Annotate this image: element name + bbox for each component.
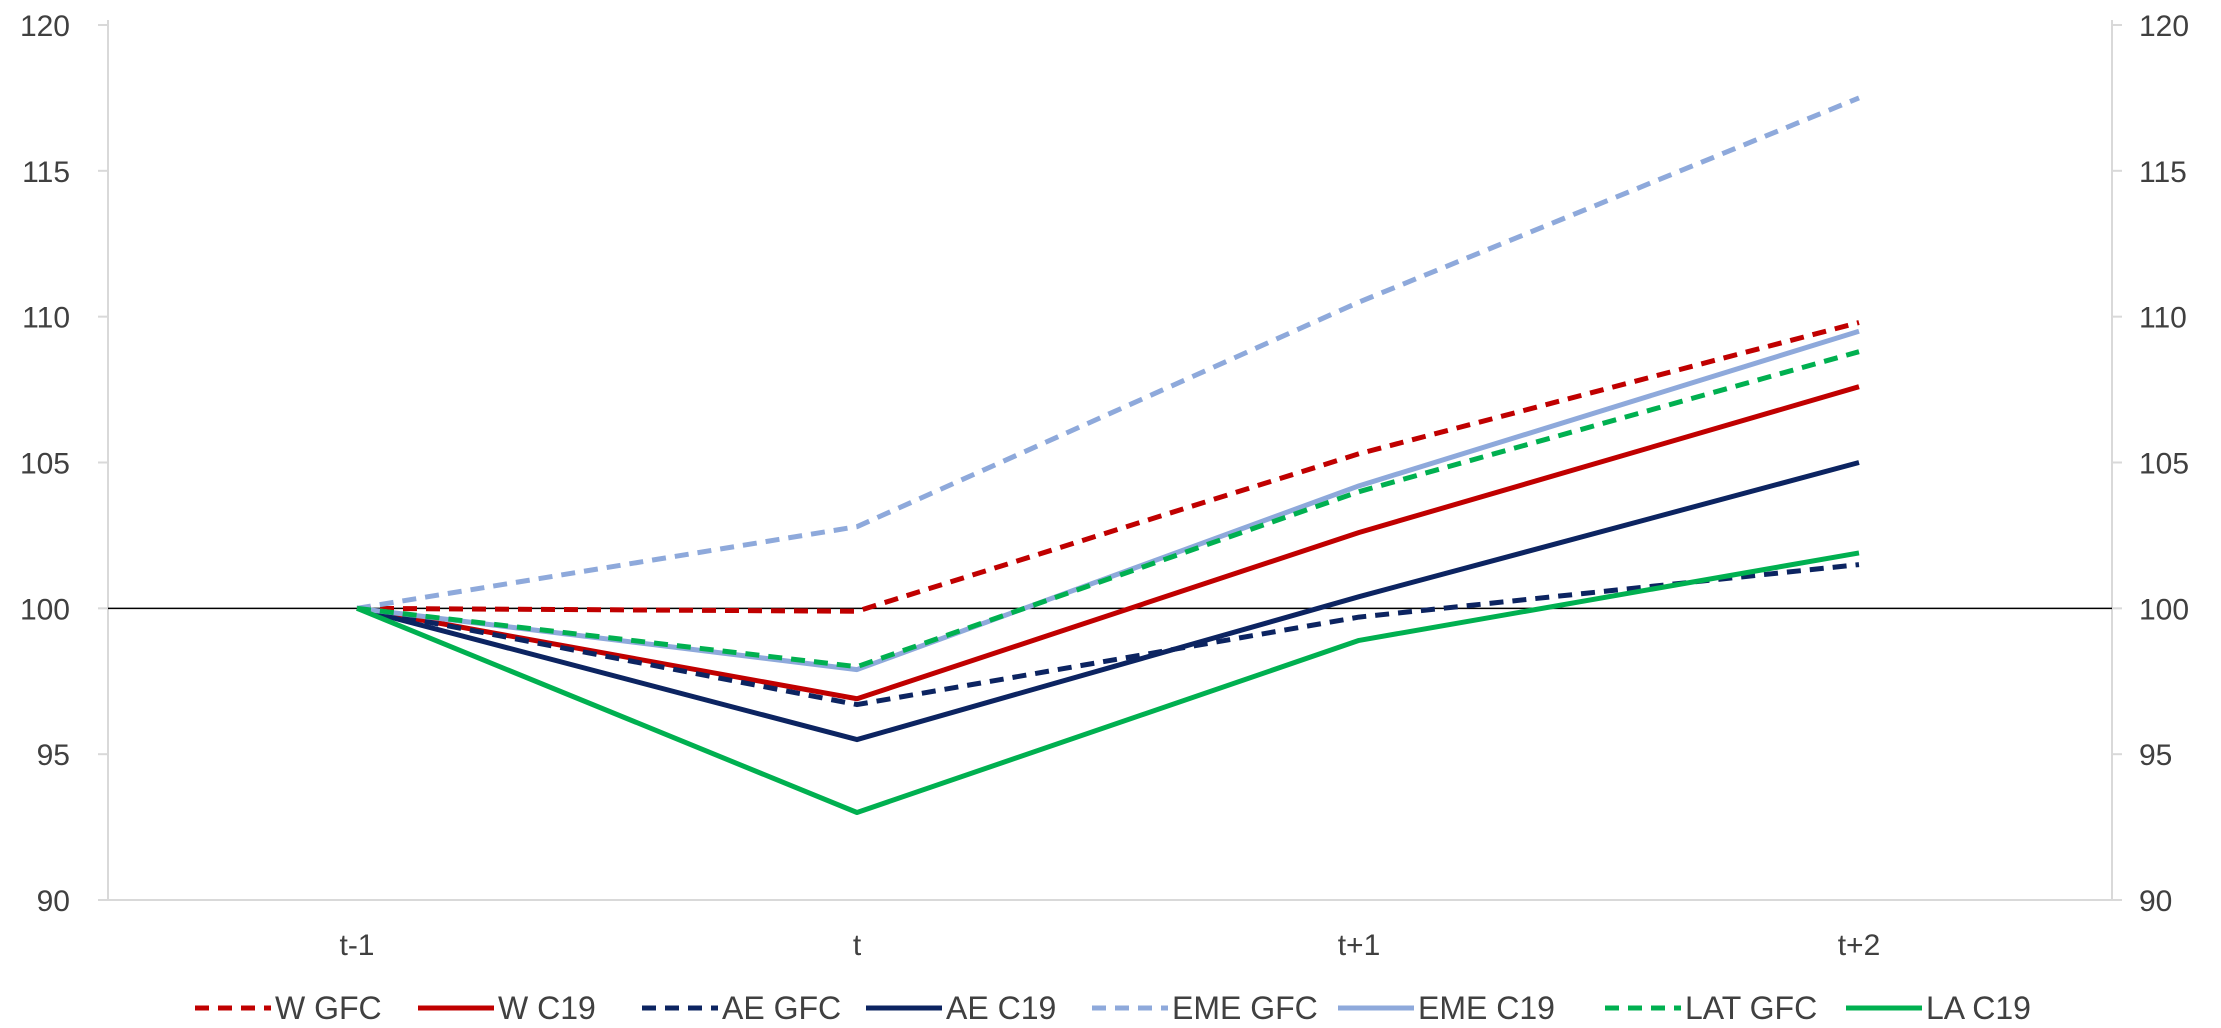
legend-item: LA C19 — [1846, 990, 2031, 1026]
y-tick-label-right: 115 — [2139, 156, 2187, 189]
series-line-lat-gfc — [356, 349, 1860, 670]
x-tick-label: t — [853, 929, 862, 962]
series-line-la-c19 — [356, 550, 1860, 815]
series-line-ae-gfc — [356, 562, 1860, 708]
y-tick-label-left: 120 — [20, 10, 70, 43]
x-tick-label: t+1 — [1338, 929, 1381, 962]
legend-item: W C19 — [418, 990, 596, 1026]
legend-item: EME GFC — [1092, 990, 1318, 1026]
y-tick-label-right: 90 — [2139, 885, 2172, 918]
y-tick-label-right: 105 — [2139, 448, 2189, 481]
y-tick-label-left: 100 — [20, 593, 70, 626]
legend-label: AE C19 — [946, 990, 1056, 1026]
legend-item: AE C19 — [866, 990, 1056, 1026]
legend-label: AE GFC — [722, 990, 841, 1026]
legend-item: LAT GFC — [1605, 990, 1817, 1026]
legend-label: LAT GFC — [1685, 990, 1817, 1026]
y-tick-label-right: 110 — [2139, 302, 2187, 335]
series-line-w-c19 — [356, 384, 1860, 702]
legend-item: AE GFC — [642, 990, 841, 1026]
y-tick-label-left: 95 — [37, 739, 70, 772]
y-tick-label-left: 110 — [22, 302, 70, 335]
series-line-eme-gfc — [356, 95, 1860, 611]
legend-label: EME GFC — [1172, 990, 1318, 1026]
x-tick-label: t+2 — [1838, 929, 1881, 962]
series-line-w-gfc — [356, 320, 1860, 614]
series-line-ae-c19 — [356, 460, 1860, 743]
y-tick-label-right: 120 — [2139, 10, 2189, 43]
y-tick-label-left: 115 — [22, 156, 70, 189]
y-tick-label-left: 105 — [20, 448, 70, 481]
legend-label: W C19 — [498, 990, 596, 1026]
legend-label: LA C19 — [1926, 990, 2031, 1026]
y-tick-label-right: 100 — [2139, 593, 2189, 626]
legend-item: W GFC — [195, 990, 382, 1026]
legend-item: EME C19 — [1338, 990, 1555, 1026]
legend-label: EME C19 — [1418, 990, 1555, 1026]
y-tick-label-right: 95 — [2139, 739, 2172, 772]
legend-label: W GFC — [275, 990, 382, 1026]
y-tick-label-left: 90 — [37, 885, 70, 918]
series-line-eme-c19 — [356, 328, 1860, 673]
x-tick-label: t-1 — [339, 929, 374, 962]
